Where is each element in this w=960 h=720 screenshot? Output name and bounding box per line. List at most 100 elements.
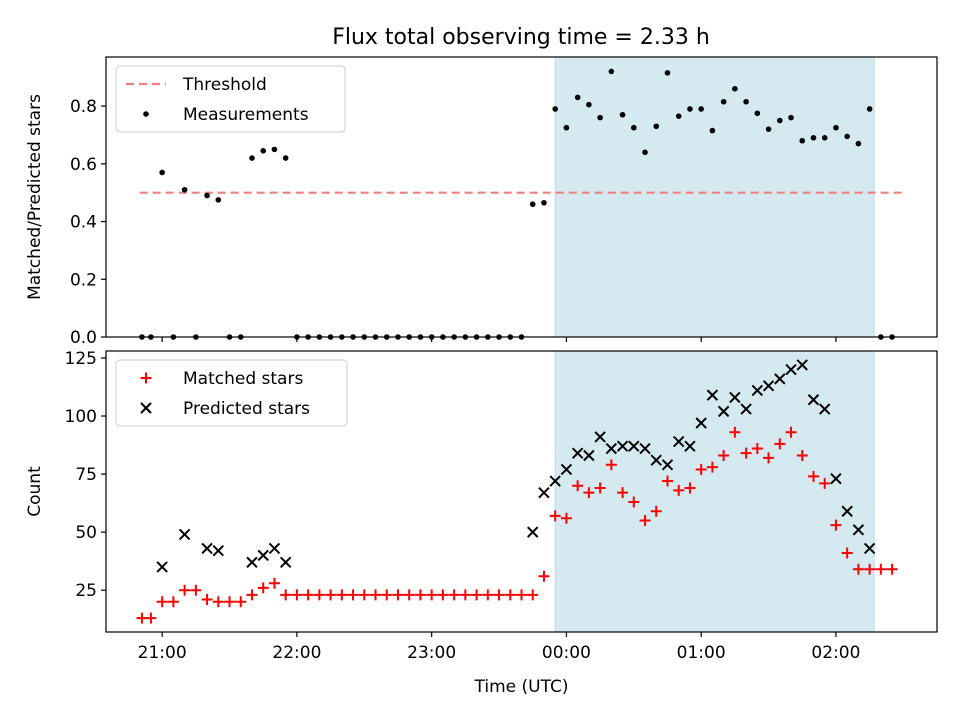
legend: Matched stars Predicted stars	[115, 359, 348, 427]
matched-stars-point	[594, 482, 606, 494]
matched-stars-point	[729, 426, 741, 438]
matched-stars-point	[560, 512, 572, 524]
measurement-point	[181, 186, 188, 193]
matched-stars-point	[224, 596, 236, 608]
y-axis-label: Matched/Predicted stars	[25, 94, 45, 300]
observing-window-shade	[554, 56, 875, 338]
matched-stars-point	[302, 589, 314, 601]
predicted-stars-point	[212, 545, 225, 557]
matched-stars-point	[190, 584, 202, 596]
matched-stars-point	[583, 487, 595, 499]
predicted-stars-point	[774, 373, 786, 385]
axes-frame	[105, 56, 938, 338]
y-tick-label: 0.8	[70, 97, 97, 117]
measurement-point	[855, 140, 862, 147]
measurement-point	[687, 106, 693, 112]
measurement-point	[563, 124, 570, 131]
matched-stars-point	[212, 596, 224, 608]
matched-stars-point	[549, 510, 561, 522]
predicted-stars-point	[830, 473, 842, 485]
matched-stars-point	[381, 589, 393, 601]
matched-stars-point	[145, 612, 157, 624]
predicted-stars-point	[661, 459, 674, 471]
legend: Threshold Measurements	[115, 65, 346, 133]
matched-stars-point	[291, 589, 303, 601]
predicted-stars-point	[785, 363, 797, 376]
measurement-point	[586, 101, 592, 108]
matched-stars-point	[572, 480, 584, 492]
matched-stars-point	[763, 452, 775, 464]
predicted-stars-point	[538, 486, 550, 499]
matched-stars-point	[538, 570, 550, 582]
legend-label: Threshold	[182, 75, 267, 95]
predicted-stars-point	[201, 542, 213, 555]
matched-stars-point	[313, 589, 325, 601]
measurement-point	[720, 98, 727, 105]
legend-label: Measurements	[183, 105, 309, 125]
matched-stars-point	[830, 519, 842, 531]
legend-matched-swatch	[140, 372, 152, 384]
matched-stars-point	[504, 589, 516, 601]
matched-stars-point	[785, 426, 797, 438]
x-axis-label: Time (UTC)	[474, 677, 569, 697]
matched-stars-point	[796, 450, 808, 462]
matched-stars-point	[280, 589, 292, 601]
matched-stars-point	[493, 589, 505, 601]
measurement-point	[282, 155, 289, 161]
legend-predicted-swatch	[140, 402, 152, 414]
matched-stars-point	[875, 563, 887, 575]
y-tick-label: 50	[75, 523, 97, 543]
x-tick-label: 21:00	[138, 643, 187, 663]
predicted-stars-point	[639, 442, 651, 455]
matched-stars-point	[841, 547, 853, 559]
legend-box	[115, 359, 348, 427]
measurement-point	[608, 68, 615, 75]
y-tick-label: 0.4	[70, 213, 97, 233]
predicted-stars-point	[684, 440, 696, 452]
y-tick-label: 0.0	[70, 328, 97, 348]
matched-stars-point	[527, 589, 539, 601]
measurement-point	[788, 114, 794, 121]
measurement-point	[249, 155, 255, 161]
measurement-point	[866, 106, 873, 112]
predicted-stars-point	[178, 528, 191, 541]
predicted-stars-point	[695, 417, 707, 429]
matched-stars-point	[246, 589, 258, 601]
matched-stars-point	[852, 563, 864, 575]
measurement-point	[215, 197, 222, 203]
measurement-point	[776, 117, 783, 124]
measurement-point	[821, 135, 828, 141]
measurement-point	[552, 106, 558, 112]
predicted-stars-point	[257, 549, 269, 562]
predicted-stars-point	[673, 435, 685, 448]
measurement-point	[642, 149, 648, 156]
matched-stars-point	[650, 505, 662, 517]
predicted-stars-point	[549, 475, 561, 487]
predicted-stars-point	[560, 463, 573, 476]
matched-stars-point	[268, 577, 280, 589]
matched-stars-point	[325, 589, 337, 601]
predicted-stars-point	[863, 542, 876, 555]
matched-stars-point	[257, 582, 269, 594]
measurement-point	[541, 199, 547, 206]
matched-stars-point	[706, 461, 718, 473]
measurement-point	[765, 126, 772, 132]
x-tick-label: 01:00	[677, 643, 726, 663]
measurement-point	[597, 114, 603, 121]
predicted-stars-point	[616, 440, 629, 452]
matched-stars-point	[235, 596, 247, 608]
predicted-stars-point	[246, 556, 258, 569]
measurement-point	[574, 94, 581, 101]
measurement-point	[810, 135, 817, 141]
matched-stars-point	[673, 484, 685, 496]
predicted-stars-point	[729, 391, 741, 404]
matched-stars-point	[718, 450, 730, 462]
x-tick-label: 02:00	[811, 643, 860, 663]
matched-stars-point	[201, 593, 213, 605]
x-tick-label: 22:00	[272, 643, 321, 663]
y-tick-label: 0.2	[70, 270, 97, 290]
matched-stars-point	[774, 438, 786, 450]
predicted-stars-point	[279, 556, 292, 569]
matched-stars-point	[628, 496, 640, 508]
matched-stars-point	[819, 477, 831, 489]
